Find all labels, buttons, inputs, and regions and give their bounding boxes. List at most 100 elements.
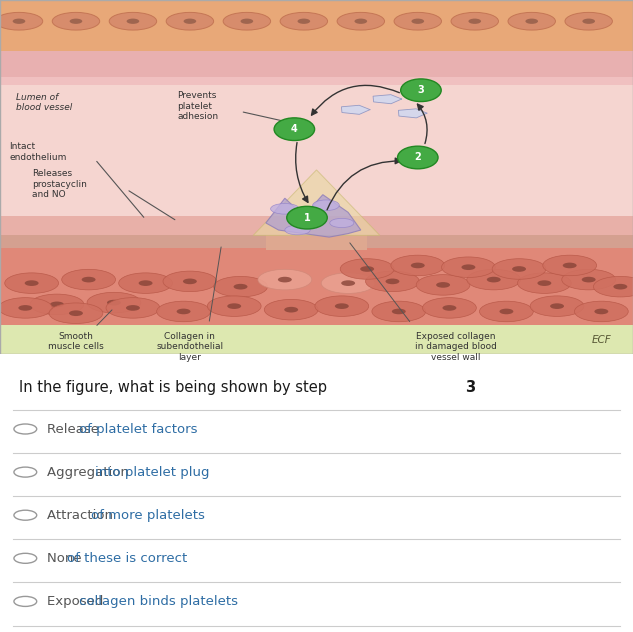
Ellipse shape bbox=[163, 271, 216, 291]
Text: 3: 3 bbox=[465, 380, 475, 395]
Ellipse shape bbox=[322, 273, 375, 293]
Ellipse shape bbox=[25, 281, 39, 286]
Ellipse shape bbox=[30, 294, 84, 315]
Ellipse shape bbox=[492, 258, 546, 279]
Ellipse shape bbox=[468, 18, 481, 24]
Ellipse shape bbox=[582, 277, 596, 283]
Ellipse shape bbox=[69, 310, 83, 316]
Ellipse shape bbox=[391, 255, 444, 276]
Ellipse shape bbox=[126, 305, 140, 311]
Text: Exposed: Exposed bbox=[47, 595, 108, 608]
Ellipse shape bbox=[298, 18, 310, 24]
Polygon shape bbox=[398, 109, 427, 118]
Ellipse shape bbox=[13, 18, 25, 24]
Text: 2: 2 bbox=[415, 152, 421, 162]
Ellipse shape bbox=[330, 219, 354, 228]
Circle shape bbox=[14, 597, 37, 607]
Ellipse shape bbox=[582, 18, 595, 24]
Ellipse shape bbox=[565, 13, 613, 30]
Ellipse shape bbox=[575, 301, 628, 322]
Circle shape bbox=[398, 146, 438, 169]
Ellipse shape bbox=[49, 303, 103, 324]
Ellipse shape bbox=[183, 279, 197, 284]
Circle shape bbox=[14, 510, 37, 520]
Text: 4: 4 bbox=[291, 124, 298, 134]
Ellipse shape bbox=[284, 307, 298, 312]
Ellipse shape bbox=[313, 200, 339, 210]
Ellipse shape bbox=[62, 269, 116, 290]
Ellipse shape bbox=[487, 277, 501, 283]
Ellipse shape bbox=[442, 257, 496, 277]
Ellipse shape bbox=[0, 13, 43, 30]
Text: In the figure, what is being shown by step: In the figure, what is being shown by st… bbox=[19, 380, 332, 395]
Polygon shape bbox=[266, 235, 367, 250]
Ellipse shape bbox=[156, 301, 210, 322]
Ellipse shape bbox=[18, 305, 32, 311]
Ellipse shape bbox=[411, 263, 425, 268]
FancyBboxPatch shape bbox=[0, 248, 633, 325]
FancyBboxPatch shape bbox=[0, 0, 633, 53]
Text: of more platelets: of more platelets bbox=[91, 509, 204, 521]
Ellipse shape bbox=[360, 266, 374, 272]
Ellipse shape bbox=[213, 276, 267, 297]
Ellipse shape bbox=[461, 264, 475, 270]
Ellipse shape bbox=[184, 18, 196, 24]
Ellipse shape bbox=[613, 284, 627, 289]
Ellipse shape bbox=[278, 277, 292, 283]
Ellipse shape bbox=[499, 308, 513, 314]
Circle shape bbox=[14, 467, 37, 477]
FancyBboxPatch shape bbox=[0, 325, 633, 354]
Ellipse shape bbox=[341, 258, 394, 279]
Text: 1: 1 bbox=[304, 212, 310, 222]
Ellipse shape bbox=[530, 296, 584, 317]
Polygon shape bbox=[266, 195, 361, 237]
Ellipse shape bbox=[109, 13, 156, 30]
Text: into platelet plug: into platelet plug bbox=[94, 466, 209, 478]
FancyBboxPatch shape bbox=[0, 85, 633, 219]
Ellipse shape bbox=[512, 266, 526, 272]
FancyBboxPatch shape bbox=[0, 216, 633, 235]
Ellipse shape bbox=[550, 303, 564, 309]
Ellipse shape bbox=[166, 13, 213, 30]
Text: of these is correct: of these is correct bbox=[67, 552, 187, 565]
Ellipse shape bbox=[5, 273, 58, 293]
Ellipse shape bbox=[208, 296, 261, 317]
Ellipse shape bbox=[543, 255, 597, 276]
Ellipse shape bbox=[223, 13, 270, 30]
Ellipse shape bbox=[53, 13, 100, 30]
Ellipse shape bbox=[87, 293, 141, 313]
Text: Exposed collagen
in damaged blood
vessel wall: Exposed collagen in damaged blood vessel… bbox=[415, 332, 497, 362]
Ellipse shape bbox=[480, 301, 533, 322]
Text: Collagen in
subendothelial
layer: Collagen in subendothelial layer bbox=[156, 332, 223, 362]
Ellipse shape bbox=[451, 13, 499, 30]
Text: collagen binds platelets: collagen binds platelets bbox=[79, 595, 238, 608]
Ellipse shape bbox=[366, 271, 419, 291]
Ellipse shape bbox=[227, 303, 241, 309]
Text: Releases
prostacyclin
and NO: Releases prostacyclin and NO bbox=[32, 169, 87, 199]
Polygon shape bbox=[373, 95, 402, 104]
Ellipse shape bbox=[0, 298, 52, 318]
Ellipse shape bbox=[337, 13, 385, 30]
Text: Release: Release bbox=[47, 423, 104, 435]
Circle shape bbox=[274, 118, 315, 140]
FancyBboxPatch shape bbox=[0, 234, 633, 250]
Polygon shape bbox=[341, 106, 370, 114]
Ellipse shape bbox=[258, 269, 311, 290]
Ellipse shape bbox=[411, 18, 424, 24]
Ellipse shape bbox=[394, 13, 442, 30]
Text: None: None bbox=[47, 552, 86, 565]
Ellipse shape bbox=[285, 225, 310, 235]
Ellipse shape bbox=[106, 298, 160, 318]
Ellipse shape bbox=[517, 273, 572, 293]
Ellipse shape bbox=[315, 296, 368, 317]
Ellipse shape bbox=[392, 308, 406, 314]
Ellipse shape bbox=[241, 18, 253, 24]
Ellipse shape bbox=[467, 269, 520, 290]
Circle shape bbox=[287, 206, 327, 229]
Text: Attraction: Attraction bbox=[47, 509, 118, 521]
Ellipse shape bbox=[385, 279, 399, 284]
Text: Prevents
platelet
adhesion: Prevents platelet adhesion bbox=[177, 91, 218, 121]
Ellipse shape bbox=[82, 277, 96, 283]
Circle shape bbox=[14, 553, 37, 563]
Text: Intact
endothelium: Intact endothelium bbox=[9, 142, 67, 162]
